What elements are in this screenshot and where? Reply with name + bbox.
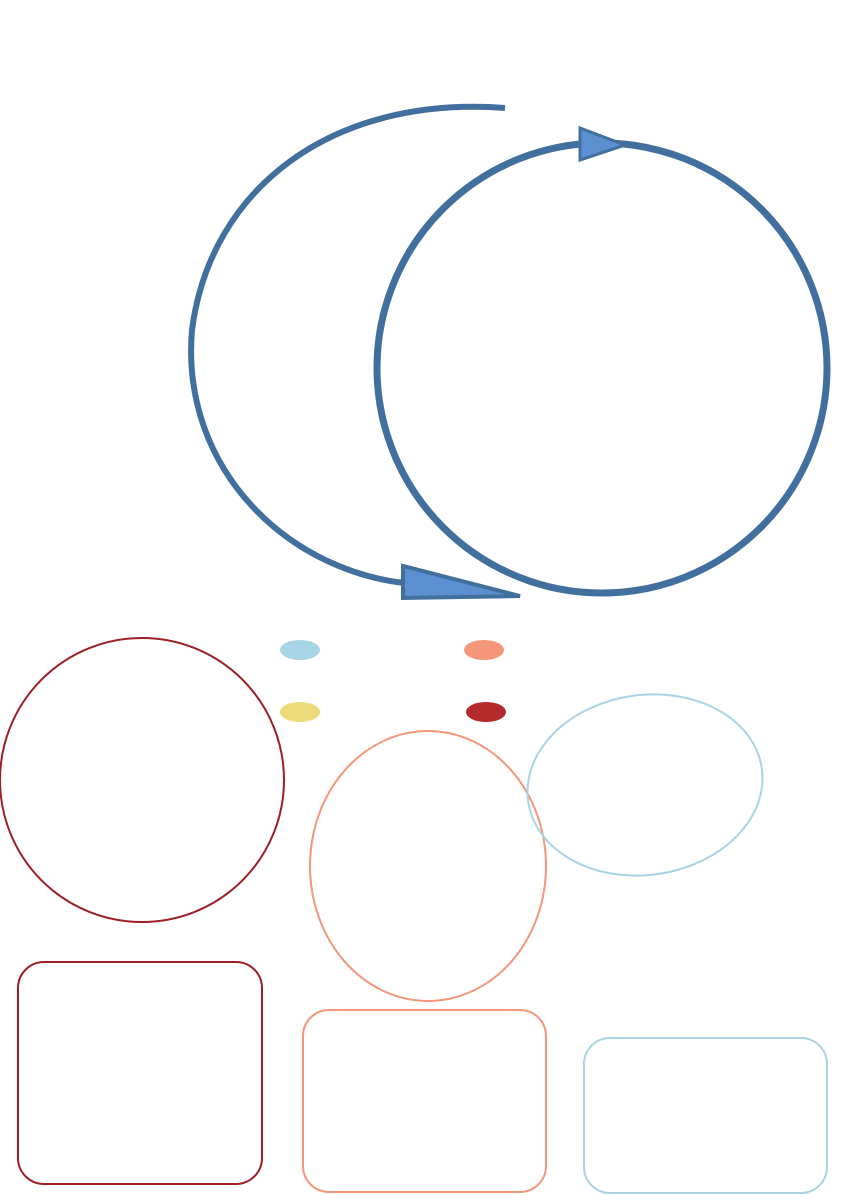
cluster-day1-outline xyxy=(526,693,764,877)
cycle-arrow-head-bottom xyxy=(401,563,521,601)
group-box-day1 xyxy=(583,1037,828,1194)
legend-swatch-day2 xyxy=(280,702,320,722)
legend-swatch-day4 xyxy=(466,702,506,722)
cycle-arrow-head-top xyxy=(578,125,630,163)
group-box-day4 xyxy=(17,961,263,1185)
cycle-arrow-arc xyxy=(188,103,506,587)
ring-outline xyxy=(373,139,831,597)
cluster-day23-outline xyxy=(309,730,547,1002)
cluster-day4-outline xyxy=(0,637,285,923)
group-box-day23 xyxy=(302,1009,547,1193)
legend-swatch-day1 xyxy=(280,640,320,660)
legend-swatch-day3 xyxy=(464,640,504,660)
legend xyxy=(280,640,506,722)
